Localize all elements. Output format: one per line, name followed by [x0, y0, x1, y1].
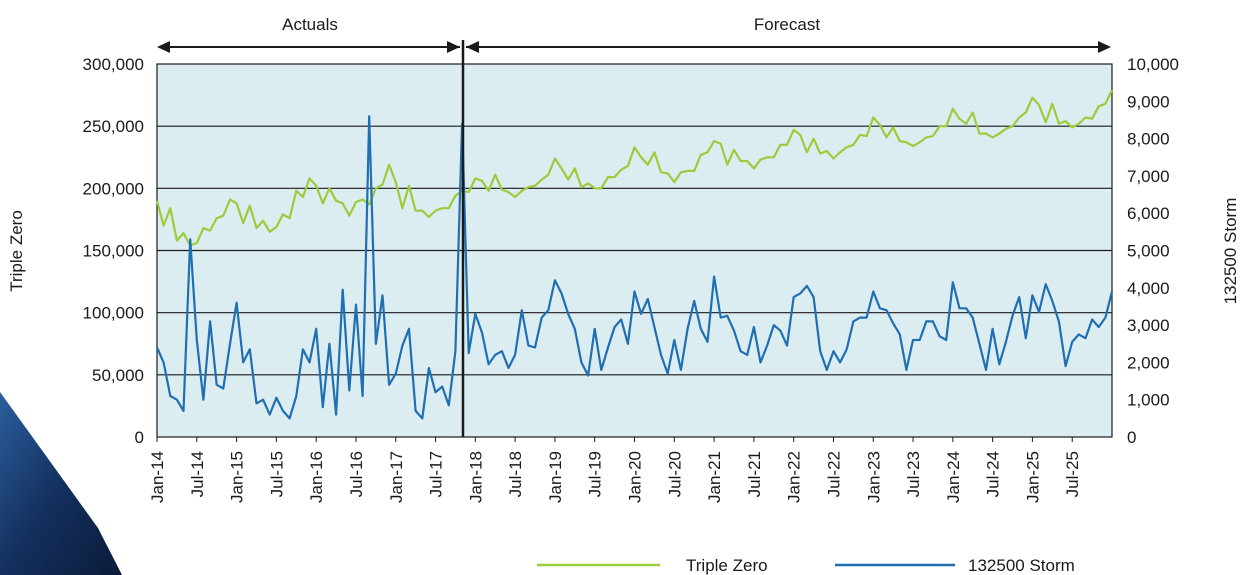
right-tick-label: 7,000: [1127, 167, 1170, 186]
right-tick-label: 5,000: [1127, 242, 1170, 261]
right-tick-label: 3,000: [1127, 316, 1170, 335]
left-tick-label: 250,000: [83, 117, 144, 136]
left-tick-label: 100,000: [83, 304, 144, 323]
x-tick-label: Jul-20: [665, 451, 684, 497]
x-tick-label: Jul-23: [904, 451, 923, 497]
actuals-arrow: [157, 41, 460, 53]
right-axis-title: 132500 Storm: [1221, 198, 1240, 305]
right-axis-ticks: 0 1,000 2,000 3,000 4,000 5,000 6,000 7,000 8,00…: [1127, 55, 1179, 447]
left-tick-label: 200,000: [83, 179, 144, 198]
x-tick-label: Jul-24: [984, 451, 1003, 497]
x-tick-label: Jul-15: [267, 451, 286, 497]
right-tick-label: 0: [1127, 428, 1136, 447]
left-tick-label: 150,000: [83, 242, 144, 261]
x-tick-label: Jul-21: [745, 451, 764, 497]
x-tick-label: Jan-20: [626, 451, 645, 503]
left-tick-label: 0: [135, 428, 144, 447]
decorative-corner-shape: [0, 392, 122, 575]
forecast-arrow: [466, 41, 1111, 53]
x-axis-ticks: Jan-14 Jul-14 Jan-15 Jul-15 Jan-16 Jul-16 Jan-…: [148, 437, 1082, 503]
x-tick-label: Jul-19: [586, 451, 605, 497]
grid-lines: [157, 125, 1112, 376]
x-tick-label: Jan-15: [228, 451, 247, 503]
left-axis-title: Triple Zero: [7, 210, 26, 292]
left-tick-label: 50,000: [92, 366, 144, 385]
x-tick-label: Jan-16: [307, 451, 326, 503]
legend-label-132500-storm: 132500 Storm: [968, 556, 1075, 575]
x-tick-label: Jan-14: [148, 451, 167, 503]
left-tick-label: 300,000: [83, 55, 144, 74]
x-tick-label: Jul-25: [1063, 451, 1082, 497]
x-tick-label: Jul-22: [824, 451, 843, 497]
right-tick-label: 4,000: [1127, 279, 1170, 298]
series-line-132500-storm: [155, 115, 1114, 420]
x-tick-label: Jan-25: [1023, 451, 1042, 503]
x-tick-label: Jan-19: [546, 451, 565, 503]
series-line-triple-zero: [155, 89, 1113, 247]
right-tick-label: 1,000: [1127, 391, 1170, 410]
x-tick-label: Jul-16: [347, 451, 366, 497]
x-tick-label: Jul-17: [427, 451, 446, 497]
left-axis-ticks: 0 50,000 100,000 150,000 200,000 250,000 300,0…: [83, 55, 144, 447]
legend-label-triple-zero: Triple Zero: [686, 556, 768, 575]
x-tick-label: Jan-17: [387, 451, 406, 503]
x-tick-label: Jul-18: [506, 451, 525, 497]
right-tick-label: 6,000: [1127, 204, 1170, 223]
period-label-actuals: Actuals: [282, 15, 338, 34]
right-tick-label: 8,000: [1127, 130, 1170, 149]
x-tick-label: Jan-23: [864, 451, 883, 503]
x-tick-label: Jan-22: [785, 451, 804, 503]
x-tick-label: Jan-24: [944, 451, 963, 503]
x-tick-label: Jan-18: [466, 451, 485, 503]
x-tick-label: Jul-14: [188, 451, 207, 497]
x-tick-label: Jan-21: [705, 451, 724, 503]
period-label-forecast: Forecast: [754, 15, 820, 34]
legend: Triple Zero 132500 Storm: [537, 556, 1075, 575]
right-tick-label: 9,000: [1127, 92, 1170, 111]
right-tick-label: 10,000: [1127, 55, 1179, 74]
right-tick-label: 2,000: [1127, 353, 1170, 372]
